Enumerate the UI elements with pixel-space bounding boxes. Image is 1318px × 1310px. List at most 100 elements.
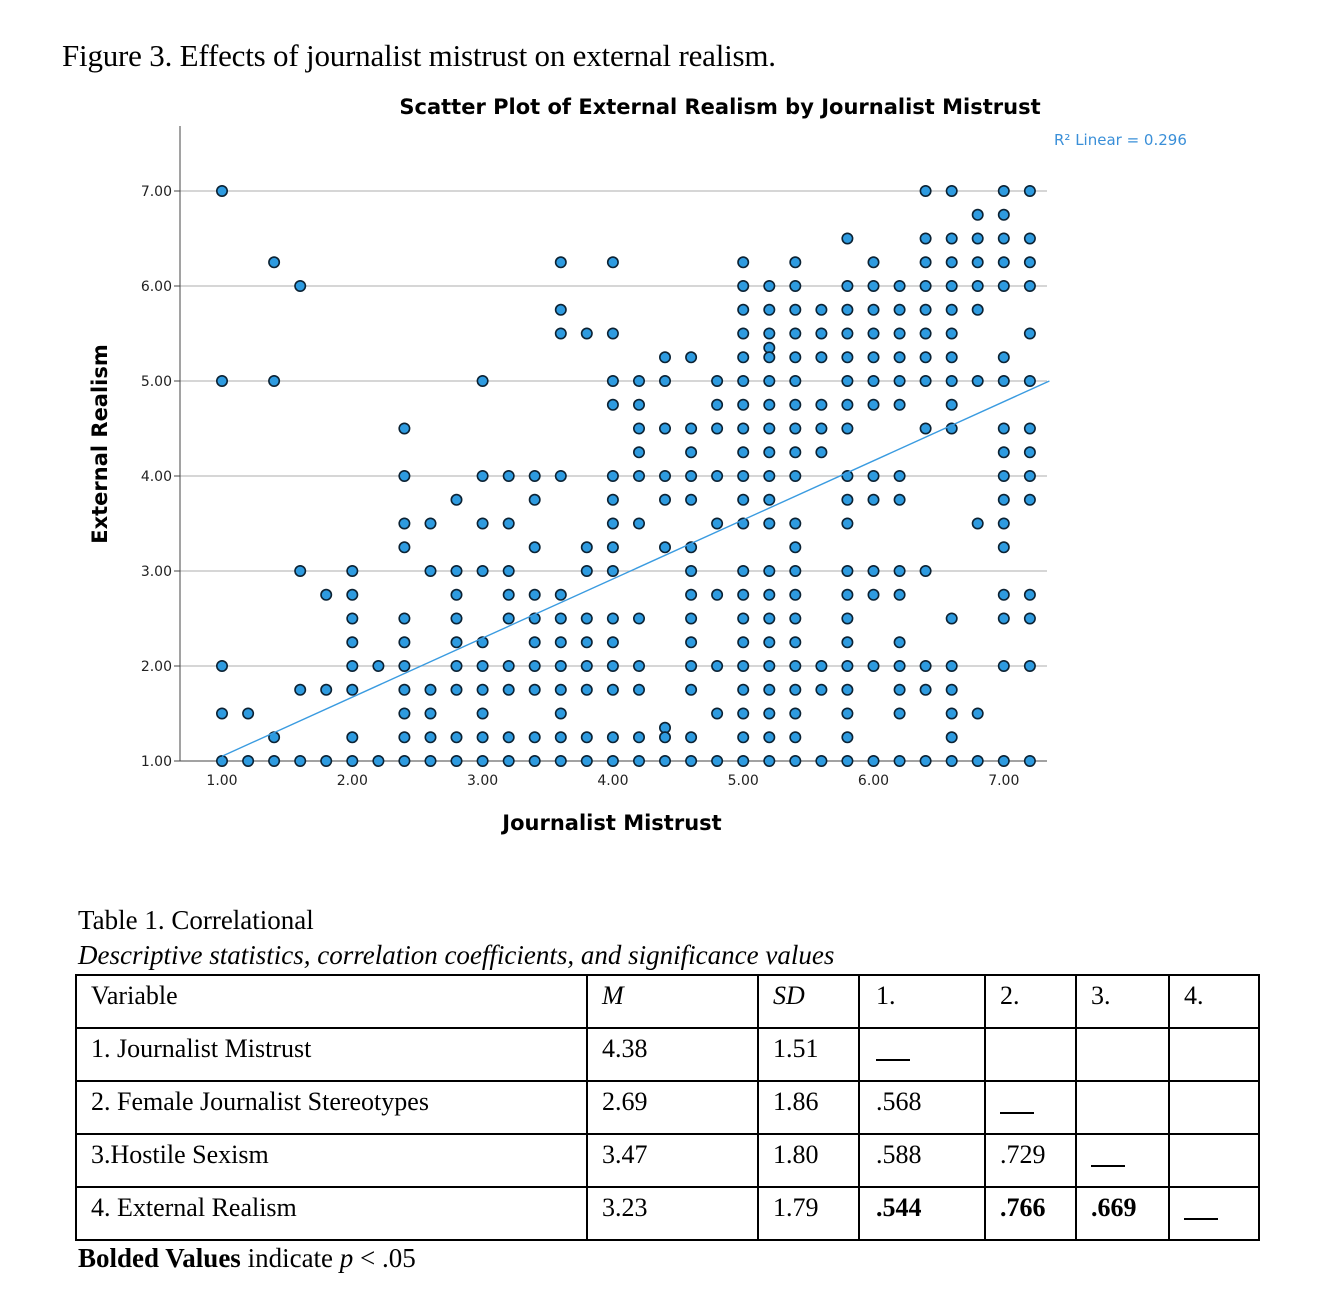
scatter-point [554,327,567,340]
r2-annotation: R² Linear = 0.296 [1054,131,1187,149]
scatter-point [841,612,854,625]
scatter-point [867,303,880,316]
scatter-point [268,754,281,767]
scatter-point [997,279,1010,292]
scatter-point [554,636,567,649]
scatter-point [997,446,1010,459]
scatter-point [294,564,307,577]
scatter-point [632,659,645,672]
scatter-point [919,279,932,292]
scatter-point [763,707,776,720]
cell-variable: 4. External Realism [75,1186,588,1241]
scatter-point [815,422,828,435]
scatter-point [372,754,385,767]
scatter-point [893,327,906,340]
scatter-point [424,731,437,744]
scatter-point [580,612,593,625]
scatter-point [242,707,255,720]
scatter-point [398,659,411,672]
scatter-point [502,731,515,744]
scatter-point [971,517,984,530]
scatter-point [971,374,984,387]
scatter-point [945,612,958,625]
scatter-point [606,374,619,387]
scatter-plot: Scatter Plot of External Realism by Jour… [88,95,1187,835]
scatter-point [763,612,776,625]
scatter-point [971,232,984,245]
scatter-point [372,659,385,672]
scatter-point [997,185,1010,198]
scatter-point [685,612,698,625]
scatter-point [606,398,619,411]
scatter-point [971,303,984,316]
scatter-point [737,588,750,601]
scatter-point [841,636,854,649]
scatter-point [1023,612,1036,625]
scatter-point [789,754,802,767]
scatter-point [841,517,854,530]
scatter-point [815,351,828,364]
scatter-point [554,303,567,316]
scatter-point [789,517,802,530]
scatter-point [528,731,541,744]
scatter-point [502,517,515,530]
scatter-point [737,731,750,744]
cell-corr: .588 [858,1133,986,1188]
scatter-point [841,327,854,340]
scatter-point [945,279,958,292]
scatter-point [737,303,750,316]
scatter-point [841,232,854,245]
scatter-point [997,612,1010,625]
table-row: 3.Hostile Sexism 3.47 1.80 .588 .729 [75,1133,1260,1188]
scatter-point [815,659,828,672]
scatter-point [606,564,619,577]
scatter-point [658,541,671,554]
scatter-point [737,279,750,292]
scatter-point [1023,327,1036,340]
scatter-point [737,446,750,459]
scatter-point [945,232,958,245]
chart-title: Scatter Plot of External Realism by Jour… [399,95,1040,119]
scatter-point [789,374,802,387]
scatter-point [398,683,411,696]
scatter-point [893,303,906,316]
scatter-point [997,208,1010,221]
y-tick-label: 2.00 [141,659,172,675]
scatter-point [841,422,854,435]
scatter-point [893,469,906,482]
scatter-point [867,398,880,411]
scatter-point [580,683,593,696]
scatter-point [763,469,776,482]
header-col1: 1. [858,974,986,1029]
scatter-point [789,588,802,601]
scatter-point [476,659,489,672]
scatter-point [841,731,854,744]
cell-mean: 3.23 [586,1186,759,1241]
scatter-point [606,636,619,649]
cell-sd: 1.51 [757,1027,860,1082]
scatter-point [216,185,229,198]
scatter-point [424,564,437,577]
scatter-point [945,327,958,340]
scatter-point [763,517,776,530]
cell-corr-significant: .766 [984,1186,1077,1241]
table-caption: Table 1. Correlational [78,905,314,935]
scatter-point [841,398,854,411]
scatter-point [711,588,724,601]
y-tick-labels: 1.00 2.00 3.00 4.00 5.00 6.00 7.00 [141,184,180,770]
scatter-point [841,707,854,720]
scatter-point [685,351,698,364]
scatter-point [893,564,906,577]
scatter-point [971,208,984,221]
scatter-point [997,541,1010,554]
scatter-point [763,754,776,767]
scatter-point [450,588,463,601]
scatter-point [1023,446,1036,459]
scatter-point [398,754,411,767]
scatter-point [893,279,906,292]
scatter-point [971,256,984,269]
scatter-point [789,636,802,649]
scatter-point [971,754,984,767]
scatter-point [502,683,515,696]
scatter-point [476,731,489,744]
